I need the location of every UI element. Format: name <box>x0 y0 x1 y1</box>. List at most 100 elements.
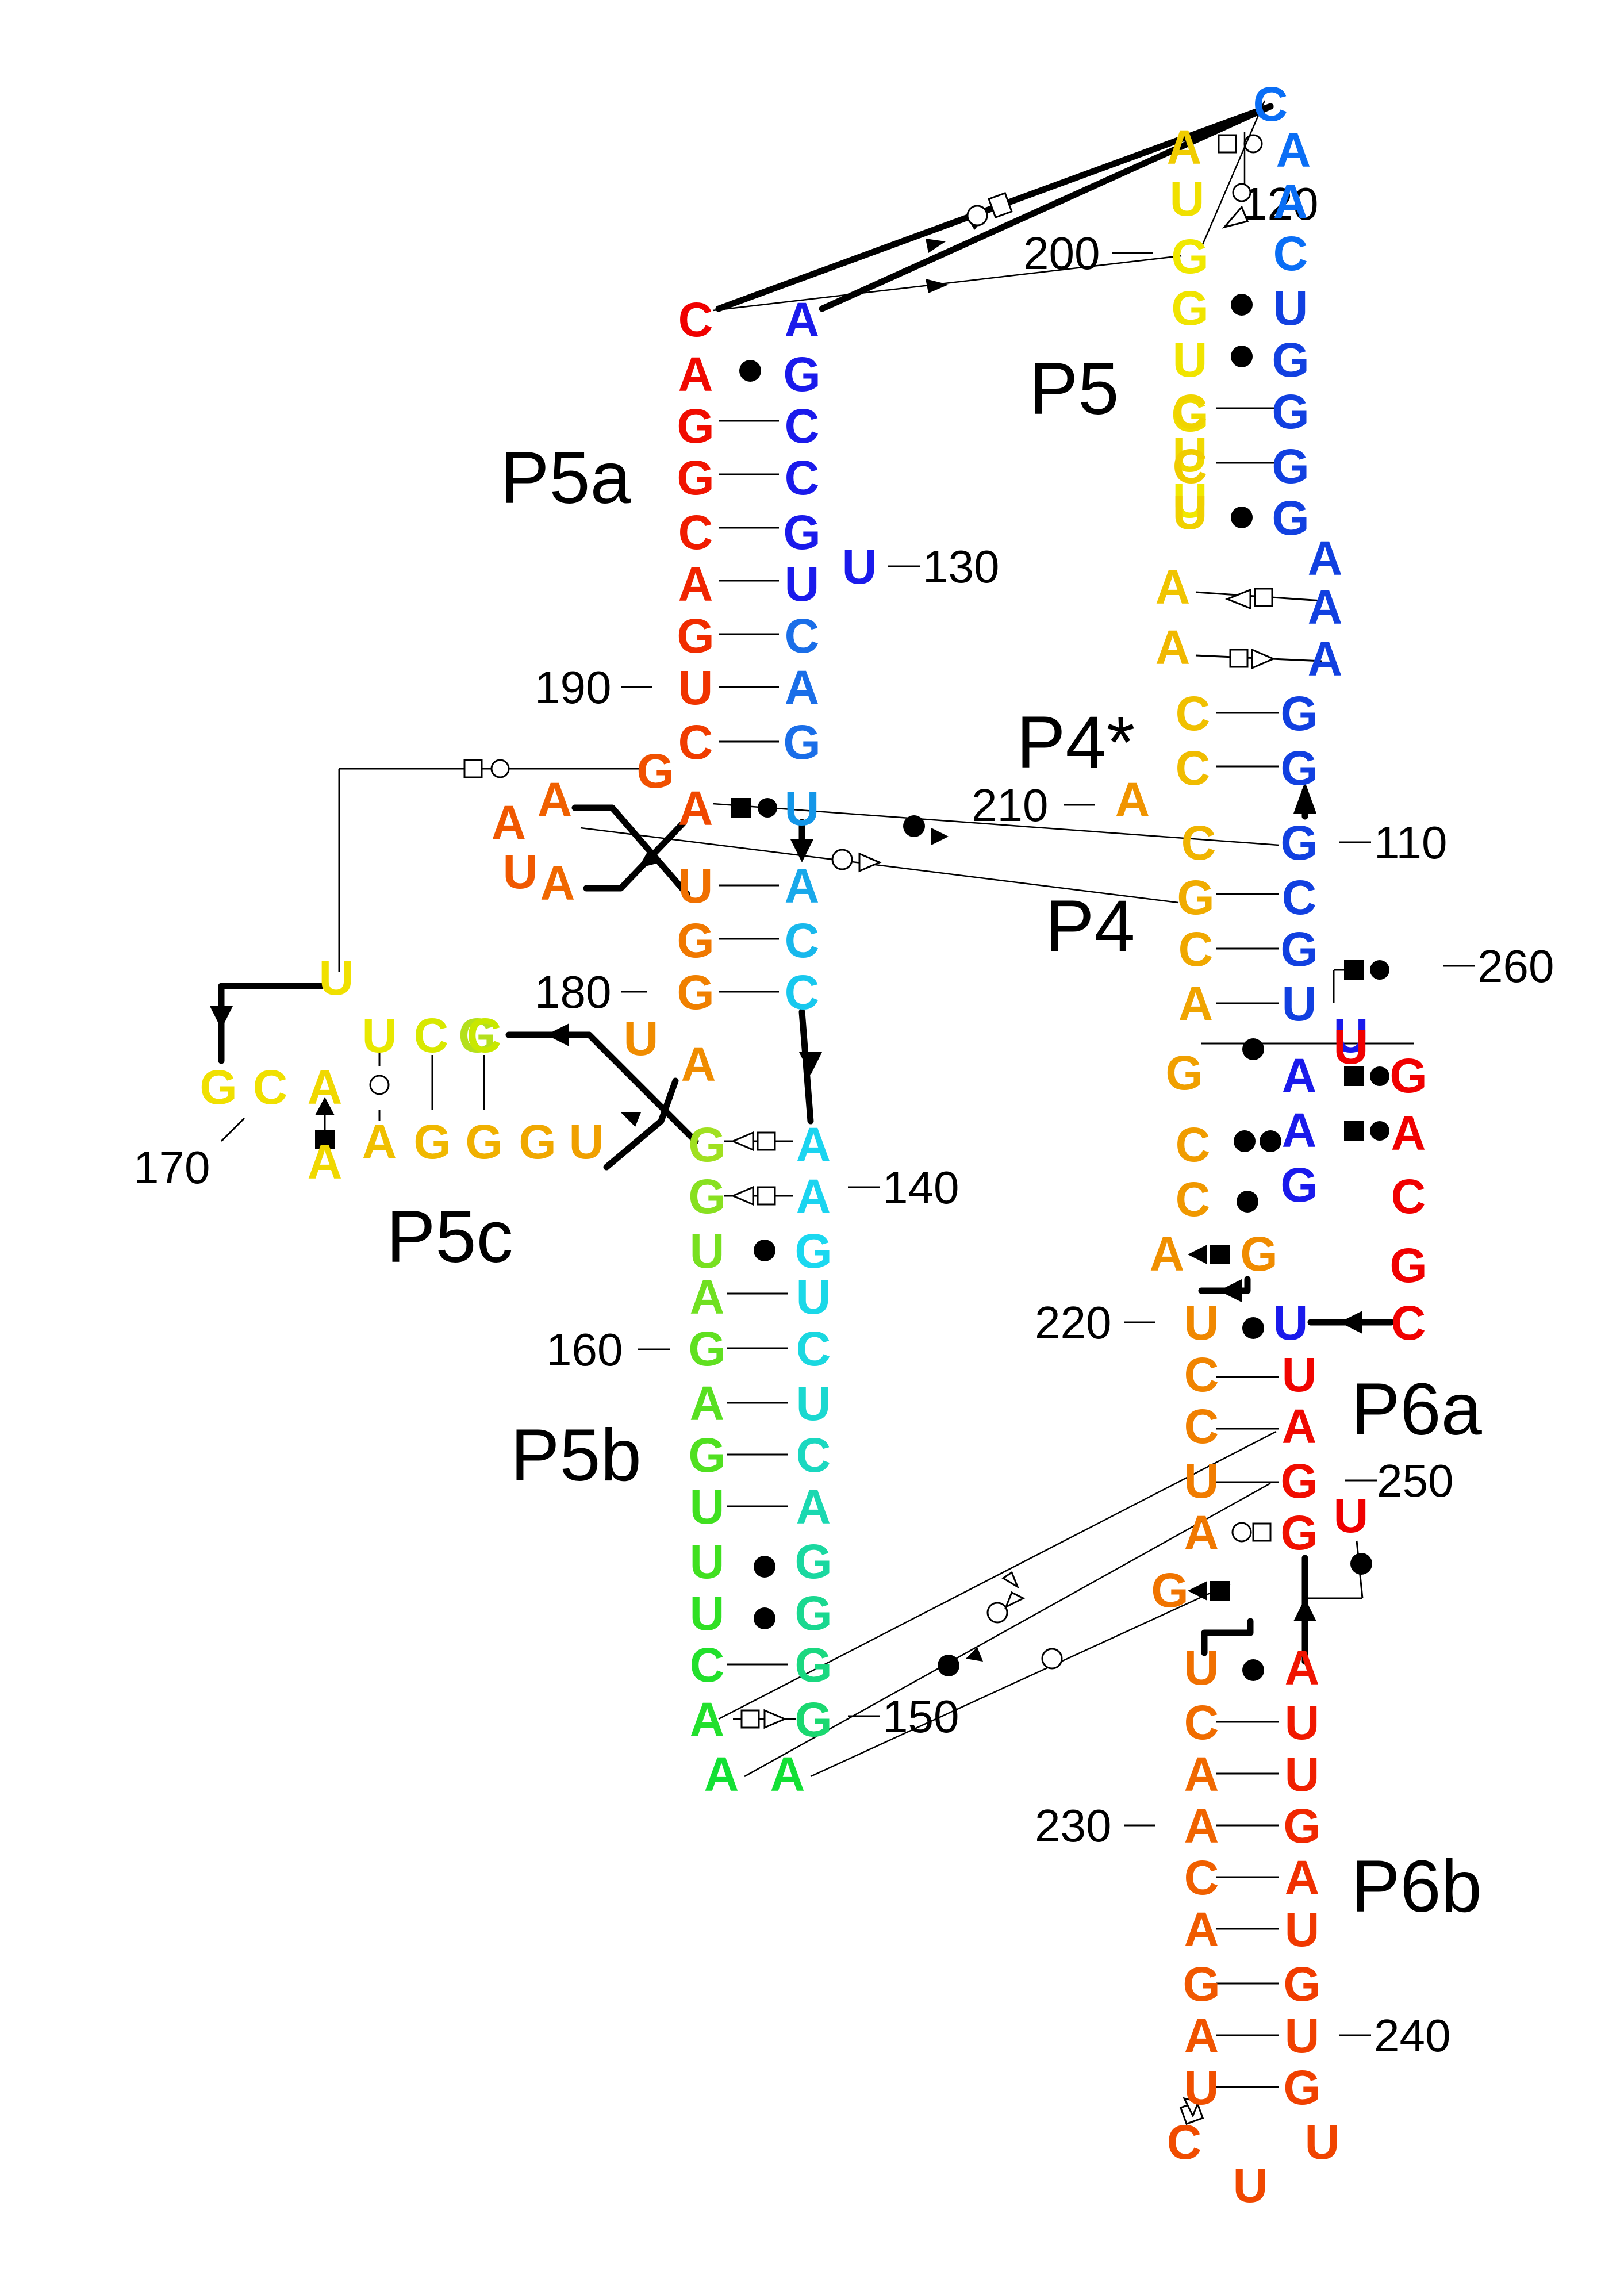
nucleotide: U <box>690 1224 725 1278</box>
nucleotide: G <box>1165 1046 1203 1100</box>
nucleotide: U <box>1184 2061 1219 2115</box>
nucleotide: A <box>690 1270 725 1324</box>
nucleotide: U <box>1285 1695 1320 1749</box>
nucleotide: C <box>1167 2115 1202 2169</box>
svg-text:250: 250 <box>1377 1455 1453 1506</box>
nucleotide: G <box>1280 1158 1318 1212</box>
nucleotide: G <box>1283 1799 1320 1853</box>
position-marker-260: 260 <box>1443 941 1554 992</box>
nucleotide: C <box>253 1060 288 1114</box>
noncanonical-pair-symbols <box>315 134 1389 2125</box>
helix-label-p5: P5 <box>1029 348 1119 430</box>
svg-text:170: 170 <box>133 1142 210 1193</box>
nucleotide: C <box>1184 1851 1219 1905</box>
nucleotide: A <box>681 1037 716 1091</box>
nucleotide: G <box>1280 741 1318 795</box>
position-marker-210: 210 <box>972 780 1095 831</box>
nucleotide: U <box>1184 1454 1219 1508</box>
nucleotide: C <box>1181 816 1216 870</box>
nucleotide: A <box>1184 1902 1219 1956</box>
nucleotide: C <box>690 1638 725 1692</box>
nucleotide: A <box>362 1115 397 1169</box>
nucleotide: G <box>794 1586 832 1640</box>
nucleotide: U <box>785 557 820 611</box>
nucleotide: U <box>1273 281 1308 335</box>
nucleotide: G <box>1272 333 1309 387</box>
nucleotide: G <box>1240 1227 1277 1281</box>
nucleotide: G <box>465 1115 502 1169</box>
nucleotide: C <box>678 715 713 769</box>
nucleotide: C <box>1173 439 1208 493</box>
backbone-arrows <box>210 103 1395 1665</box>
nucleotide: A <box>796 1169 831 1223</box>
nucleotide: G <box>1280 816 1318 870</box>
nucleotides-group: C A A C U G G G G A A A G G G C G U U A … <box>199 77 1427 2212</box>
nucleotide: G <box>1171 281 1208 335</box>
nucleotide: A <box>785 293 820 347</box>
nucleotide: U <box>1173 485 1208 539</box>
nucleotide: A <box>1178 977 1214 1031</box>
nucleotide: A <box>1282 1103 1317 1157</box>
nucleotide: A <box>1167 120 1202 174</box>
nucleotide: U <box>785 781 820 835</box>
nucleotide: G <box>413 1115 451 1169</box>
nucleotide: C <box>414 1008 449 1062</box>
nucleotide: C <box>1391 1169 1426 1223</box>
nucleotide: G <box>1272 491 1309 545</box>
nucleotide: A <box>1184 1747 1219 1801</box>
position-marker-230: 230 <box>1035 1800 1155 1851</box>
nucleotide: C <box>678 293 713 347</box>
svg-text:260: 260 <box>1477 941 1554 992</box>
tertiary-interaction-lines <box>580 100 1364 1778</box>
nucleotide: C <box>678 505 713 559</box>
nucleotide: A <box>1276 123 1311 177</box>
nucleotide: A <box>1273 175 1308 229</box>
nucleotide: U <box>842 540 877 594</box>
helix-label-p6b: P6b <box>1351 1845 1482 1928</box>
nucleotide: A <box>678 557 713 611</box>
position-marker-140: 140 <box>848 1162 959 1213</box>
nucleotide: G <box>1280 686 1318 740</box>
svg-text:160: 160 <box>546 1324 623 1375</box>
nucleotide: A <box>1184 1506 1219 1560</box>
nucleotide: A <box>1184 2009 1219 2063</box>
canonical-pair-lines <box>378 407 1414 2088</box>
nucleotide: U <box>1173 474 1208 528</box>
nucleotide: U <box>1334 1008 1369 1062</box>
nucleotide: A <box>540 856 575 910</box>
position-marker-130: 130 <box>888 541 999 592</box>
nucleotide: U <box>1233 2158 1268 2212</box>
nucleotide: G <box>1389 1049 1427 1103</box>
nucleotide: G <box>1183 1957 1220 2011</box>
svg-text:130: 130 <box>923 541 999 592</box>
nucleotide: G <box>794 1693 832 1747</box>
nucleotide: A <box>678 347 713 401</box>
nucleotide: U <box>1170 172 1205 226</box>
nucleotide: U <box>1285 1902 1320 1956</box>
svg-text:190: 190 <box>535 662 611 713</box>
svg-text:200: 200 <box>1023 228 1100 279</box>
nucleotide: G <box>519 1115 556 1169</box>
nucleotide: G <box>1389 1238 1427 1292</box>
nucleotide: C <box>785 609 820 663</box>
position-marker-240: 240 <box>1339 2010 1450 2061</box>
nucleotide: U <box>1285 2009 1320 2063</box>
nucleotide: U <box>1173 333 1208 387</box>
nucleotide: C <box>467 1008 502 1062</box>
nucleotide: A <box>1308 632 1343 686</box>
nucleotide: U <box>362 1008 397 1062</box>
position-marker-220: 220 <box>1035 1297 1155 1348</box>
nucleotide: C <box>796 1322 831 1376</box>
nucleotide: G <box>688 1118 725 1172</box>
position-marker-180: 180 <box>535 966 647 1018</box>
position-marker-190: 190 <box>535 662 652 713</box>
nucleotide: A <box>704 1747 739 1801</box>
svg-text:110: 110 <box>1374 817 1448 868</box>
nucleotide: U <box>796 1376 831 1430</box>
nucleotide: A <box>796 1480 831 1534</box>
svg-text:150: 150 <box>882 1691 959 1742</box>
nucleotide: G <box>794 1638 832 1692</box>
nucleotide: C <box>785 451 820 505</box>
nucleotide: U <box>678 859 713 913</box>
nucleotide: A <box>796 1118 831 1172</box>
